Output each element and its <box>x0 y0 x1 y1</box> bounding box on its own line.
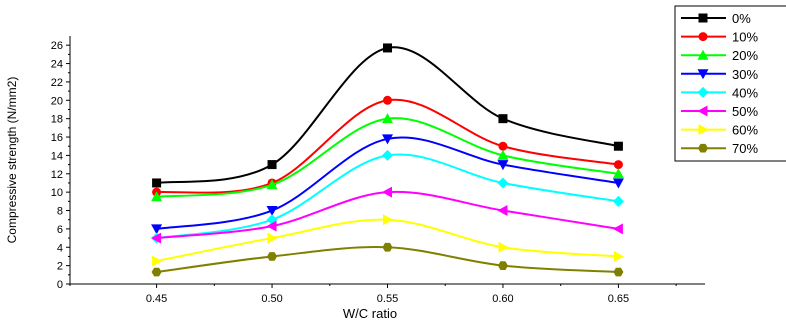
legend-label: 10% <box>732 30 758 45</box>
legend-marker <box>697 49 709 60</box>
data-point <box>497 160 509 171</box>
legend-marker <box>697 86 709 98</box>
data-point <box>612 178 624 189</box>
data-point <box>498 114 508 124</box>
data-point <box>151 191 163 202</box>
series-10-percent <box>152 95 623 197</box>
y-axis-title: Compressive strength (N/mm2) <box>5 77 19 244</box>
x-tick-label: 0.65 <box>608 293 629 305</box>
data-point <box>613 141 623 151</box>
series-line <box>156 218 619 263</box>
legend-marker <box>698 32 708 42</box>
data-point <box>266 206 278 217</box>
legend-label: 30% <box>732 67 758 82</box>
legend-label: 0% <box>732 11 751 26</box>
series-line <box>156 153 619 240</box>
data-point <box>151 224 163 235</box>
data-point <box>613 160 623 170</box>
data-point <box>267 252 278 261</box>
legend-item: 60% <box>681 123 758 138</box>
y-tick-label: 16 <box>51 132 63 144</box>
series-60-percent <box>152 214 624 267</box>
data-point <box>267 232 278 244</box>
legend-marker <box>697 105 708 117</box>
data-point <box>267 160 277 170</box>
data-point <box>613 267 624 277</box>
y-tick-label: 2 <box>57 261 63 273</box>
legend: 0% 10% 20% 30% 40% 50% 60% 70% <box>674 5 786 162</box>
legend-label: 40% <box>732 85 758 100</box>
y-tick-label: 8 <box>57 206 63 218</box>
data-point <box>151 232 162 244</box>
data-point <box>382 134 393 145</box>
x-tick-label: 0.55 <box>377 293 398 305</box>
y-tick-label: 24 <box>51 59 63 71</box>
data-point <box>497 261 508 270</box>
y-tick-label: 6 <box>57 224 63 236</box>
legend-marker <box>698 143 708 153</box>
data-point <box>266 179 278 190</box>
data-point <box>613 250 624 262</box>
data-point <box>382 113 393 124</box>
series-lines <box>151 43 624 277</box>
y-tick-label: 12 <box>51 169 63 181</box>
legend-item: 0% <box>681 11 751 26</box>
data-point <box>497 177 509 189</box>
x-tick-label: 0.60 <box>492 293 513 305</box>
legend-marker <box>698 124 709 136</box>
x-axis-title: W/C ratio <box>343 306 397 321</box>
series-30-percent <box>151 134 624 235</box>
x-tick-label: 0.45 <box>146 293 167 305</box>
y-tick-label: 14 <box>51 150 63 162</box>
data-point <box>497 149 509 160</box>
data-point <box>383 214 393 226</box>
data-point <box>266 220 277 232</box>
y-tick-label: 0 <box>57 279 63 291</box>
data-point <box>383 43 392 53</box>
data-point <box>612 223 623 235</box>
legend-marker <box>698 13 708 23</box>
legend-box <box>674 5 786 162</box>
legend-label: 60% <box>732 123 758 138</box>
legend-label: 70% <box>732 141 758 156</box>
y-tick-label: 26 <box>51 40 63 52</box>
legend-item: 30% <box>681 67 758 82</box>
x-tick-label: 0.50 <box>261 293 282 305</box>
data-point <box>612 195 624 207</box>
series-50-percent <box>151 186 623 244</box>
series-20-percent <box>151 113 624 202</box>
legend-item: 40% <box>681 85 758 100</box>
y-tick-label: 18 <box>51 114 63 126</box>
legend-item: 70% <box>681 141 758 156</box>
y-tick-label: 10 <box>51 187 63 199</box>
legend-item: 50% <box>681 104 758 119</box>
series-0-percent <box>152 43 623 188</box>
data-point <box>498 141 508 151</box>
y-tick-label: 20 <box>51 95 63 107</box>
legend-item: 20% <box>681 48 758 63</box>
data-point <box>152 178 162 188</box>
series-70-percent <box>151 242 624 277</box>
data-point <box>383 95 392 105</box>
data-point <box>382 242 393 252</box>
data-point <box>612 168 624 179</box>
data-point <box>497 205 508 217</box>
data-point <box>151 267 162 277</box>
y-tick-label: 22 <box>51 77 63 89</box>
legend-marker <box>697 69 709 80</box>
data-point <box>152 255 163 267</box>
data-point <box>382 186 392 198</box>
legend-item: 10% <box>681 30 758 45</box>
data-point <box>498 241 509 253</box>
data-point <box>382 149 393 161</box>
y-tick-label: 4 <box>57 242 63 254</box>
legend-label: 50% <box>732 104 758 119</box>
legend-label: 20% <box>732 48 758 63</box>
